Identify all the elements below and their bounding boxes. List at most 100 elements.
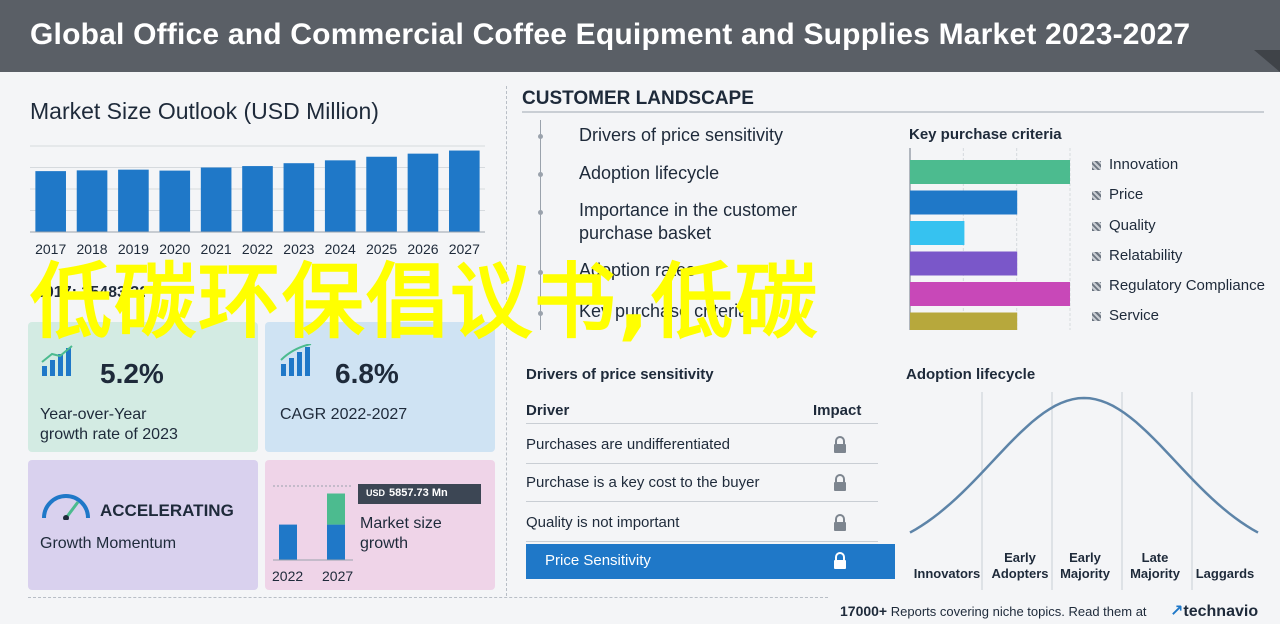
page-title: Global Office and Commercial Coffee Equi… bbox=[30, 18, 1191, 51]
usd-prefix: USD bbox=[366, 488, 386, 498]
usd-value: 5857.73 Mn bbox=[389, 487, 448, 499]
kpc-title: Key purchase criteria bbox=[909, 126, 1062, 143]
kpc-bar-service bbox=[910, 312, 1018, 330]
table-row-highlighted: Price Sensitivity bbox=[526, 544, 895, 579]
legend-swatch bbox=[1092, 251, 1101, 261]
market-bar-2022 bbox=[242, 166, 273, 232]
kpc-bar-price bbox=[910, 190, 1018, 215]
yoy-value: 5.2% bbox=[100, 358, 164, 389]
market-bar-2017 bbox=[35, 171, 66, 232]
driver-text: Quality is not important bbox=[526, 514, 680, 531]
growth-chart-icon bbox=[41, 345, 73, 376]
bar-growth-icon bbox=[280, 344, 312, 376]
market-bar-2019 bbox=[118, 169, 149, 232]
yoy-card: 5.2% Year-over-Year growth rate of 2023 bbox=[28, 322, 258, 452]
lock-icon bbox=[834, 514, 846, 531]
x-tick-label: 2022 bbox=[242, 241, 273, 257]
kpc-bar-quality bbox=[910, 221, 965, 245]
x-tick-label: 2019 bbox=[118, 241, 149, 257]
x-tick-label: 2017 bbox=[35, 241, 66, 257]
momentum-label: Growth Momentum bbox=[40, 535, 177, 552]
legend-swatch bbox=[1092, 190, 1101, 200]
growth-year-start: 2022 bbox=[272, 568, 304, 584]
table-row: Purchase is a key cost to the buyer bbox=[526, 466, 878, 502]
drivers-table-header: Driver Impact bbox=[526, 400, 878, 424]
kpc-legend-regulatory: Regulatory Compliance bbox=[1092, 277, 1265, 294]
market-size-title: Market Size Outlook (USD Million) bbox=[30, 98, 379, 124]
landscape-dot bbox=[538, 172, 543, 177]
landscape-item-importance: Importance in the customer bbox=[579, 200, 798, 220]
landscape-item-drivers: Drivers of price sensitivity bbox=[579, 125, 784, 145]
adoption-lifecycle-chart bbox=[909, 392, 1259, 590]
footer-divider bbox=[28, 597, 828, 598]
yoy-label-1: Year-over-Year bbox=[40, 406, 147, 423]
kpc-bar-chart bbox=[909, 148, 1071, 330]
speedometer-icon bbox=[42, 494, 90, 520]
market-bar-2027 bbox=[449, 150, 480, 232]
x-tick-label: 2027 bbox=[449, 241, 480, 257]
kpc-legend-quality: Quality bbox=[1092, 217, 1156, 234]
x-tick-label: 2026 bbox=[407, 241, 438, 257]
x-tick-label: 2018 bbox=[76, 241, 107, 257]
momentum-title: ACCELERATING bbox=[100, 501, 234, 520]
stage-label: Innovators bbox=[913, 566, 981, 581]
stage-label: Late Majority bbox=[1130, 550, 1180, 581]
technavio-logo[interactable]: ↗technavio bbox=[1170, 603, 1259, 620]
customer-landscape-underline bbox=[522, 111, 1264, 113]
x-tick-label: 2025 bbox=[366, 241, 397, 257]
market-bar-2026 bbox=[407, 153, 439, 232]
x-tick-label: 2021 bbox=[201, 241, 232, 257]
kpc-bar-innovation bbox=[910, 160, 1070, 184]
table-row: Purchases are undifferentiated bbox=[526, 428, 878, 464]
stage-label: Early Adopters bbox=[991, 550, 1049, 581]
legend-swatch bbox=[1092, 281, 1101, 291]
driver-text: Price Sensitivity bbox=[545, 552, 651, 569]
footer-text: 17000+ Reports covering niche topics. Re… bbox=[840, 603, 1147, 619]
momentum-card: ACCELERATING Growth Momentum bbox=[28, 460, 258, 590]
kpc-legend-service: Service bbox=[1092, 307, 1159, 324]
header-corner-decoration bbox=[1254, 50, 1280, 72]
growth-card: 2022 2027 Market size growth bbox=[265, 460, 495, 590]
cagr-label: CAGR 2022-2027 bbox=[280, 406, 408, 423]
landscape-item-adoption-rates: Adoption rates bbox=[579, 260, 696, 280]
table-row: Quality is not important bbox=[526, 506, 878, 542]
landscape-timeline-line bbox=[540, 120, 541, 330]
kpc-bar-regulatory-compliance bbox=[910, 282, 1070, 306]
adoption-curve bbox=[909, 396, 1259, 534]
cagr-value: 6.8% bbox=[335, 358, 399, 389]
legend-swatch bbox=[1092, 221, 1101, 231]
kpc-bar-relatability bbox=[910, 251, 1018, 276]
landscape-item-kpc: Key purchase criteria bbox=[579, 301, 749, 321]
market-size-bar-chart: 2017 2018 2019 2020 2021 2022 2023 2024 2025 2026… bbox=[30, 145, 485, 257]
market-bar-2021 bbox=[200, 167, 232, 232]
stage-label: Early Majority bbox=[1060, 550, 1110, 581]
x-tick-label: 2020 bbox=[159, 241, 190, 257]
landscape-item-lifecycle: Adoption lifecycle bbox=[579, 163, 720, 183]
kpc-legend-price: Price bbox=[1092, 186, 1143, 203]
x-tick-label: 2024 bbox=[325, 241, 356, 257]
landscape-item-basket: purchase basket bbox=[579, 223, 712, 243]
overlay-watermark-text: 低碳环保倡议书,低碳 bbox=[30, 255, 820, 350]
market-bar-2020 bbox=[159, 170, 191, 232]
landscape-dot bbox=[538, 134, 543, 139]
landscape-dot bbox=[538, 210, 543, 215]
customer-landscape-title: CUSTOMER LANDSCAPE bbox=[522, 88, 754, 109]
adoption-title: Adoption lifecycle bbox=[906, 366, 1036, 383]
driver-text: Purchases are undifferentiated bbox=[526, 436, 731, 453]
x-tick-label: 2023 bbox=[283, 241, 314, 257]
base-year-value: 2017: 25483.3? bbox=[36, 284, 149, 301]
driver-text: Purchase is a key cost to the buyer bbox=[526, 474, 760, 491]
lock-icon bbox=[834, 436, 846, 453]
driver-column-header: Driver bbox=[526, 402, 570, 419]
growth-base-bar-2027 bbox=[327, 524, 345, 560]
growth-label-1: Market size bbox=[360, 515, 442, 532]
market-bar-2023 bbox=[283, 163, 315, 232]
drivers-section-title: Drivers of price sensitivity bbox=[526, 366, 714, 383]
stage-label: Laggards bbox=[1195, 566, 1255, 581]
growth-base-bar-2022 bbox=[279, 524, 297, 560]
market-growth-chart bbox=[273, 485, 353, 561]
logo-arrow-icon: ↗ bbox=[1170, 603, 1184, 620]
market-bar-2018 bbox=[76, 170, 108, 232]
yoy-label-2: growth rate of 2023 bbox=[40, 426, 178, 443]
landscape-dot bbox=[538, 270, 543, 275]
